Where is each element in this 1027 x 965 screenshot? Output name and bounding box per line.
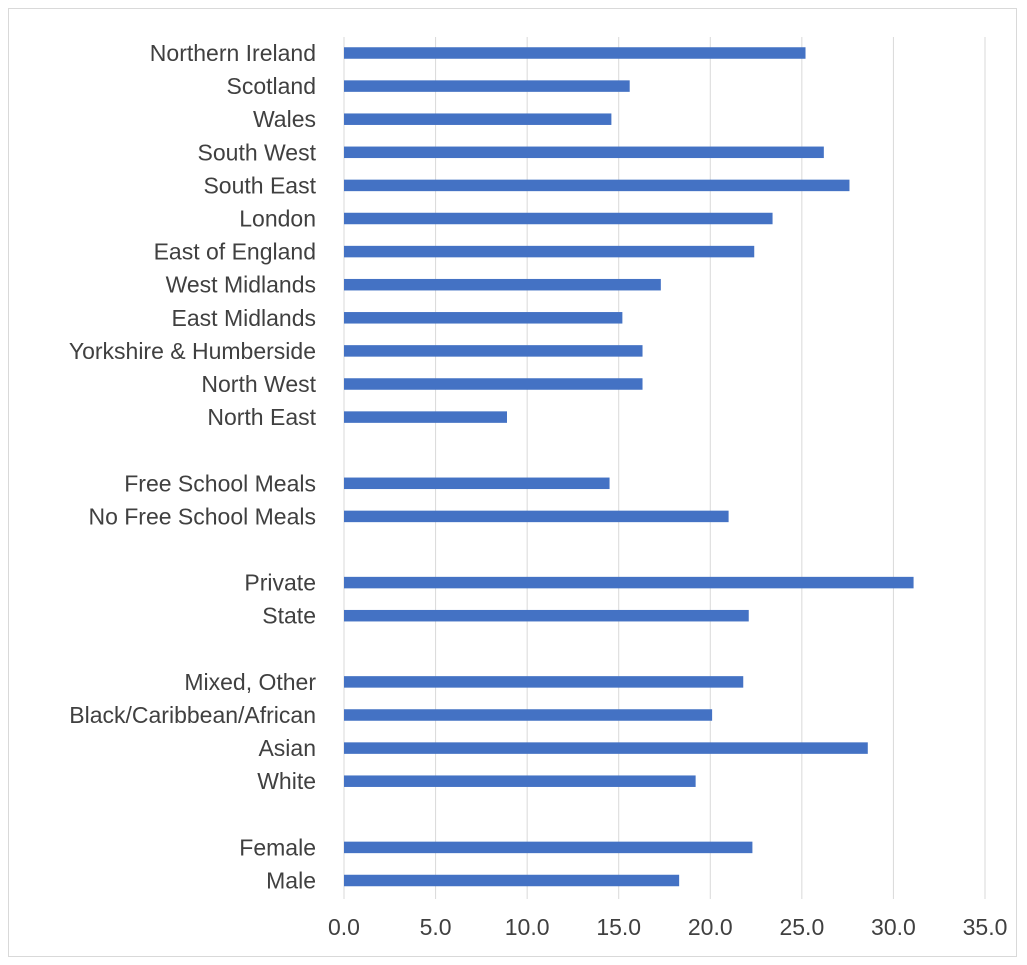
bar <box>344 47 806 59</box>
x-tick-label: 0.0 <box>328 914 360 940</box>
bar <box>344 179 850 192</box>
bar <box>344 278 661 291</box>
category-label: Yorkshire & Humberside <box>69 338 316 364</box>
x-tick-label: 5.0 <box>420 914 452 940</box>
x-tick-label: 35.0 <box>963 914 1008 940</box>
category-label: No Free School Meals <box>88 503 316 529</box>
bar <box>344 609 749 622</box>
category-label: London <box>239 206 316 232</box>
category-label: Northern Ireland <box>150 40 316 66</box>
x-tick-label: 30.0 <box>871 914 916 940</box>
bar <box>344 312 623 324</box>
bar <box>344 80 630 92</box>
bar <box>344 676 744 688</box>
bar <box>344 742 868 754</box>
category-label: Mixed, Other <box>184 669 316 695</box>
bar <box>344 345 643 357</box>
x-tick-label: 15.0 <box>596 914 641 940</box>
category-label: South East <box>203 172 316 198</box>
category-label: Black/Caribbean/African <box>69 702 316 728</box>
bar <box>344 841 753 854</box>
category-label: State <box>262 603 316 629</box>
category-label: Free School Meals <box>124 470 316 496</box>
bar <box>344 775 696 787</box>
category-label: Private <box>244 570 316 596</box>
category-label: White <box>257 768 316 794</box>
bar <box>344 576 914 589</box>
category-label: Female <box>239 834 316 860</box>
bar <box>344 709 713 721</box>
x-tick-label: 10.0 <box>505 914 550 940</box>
bar <box>344 113 612 125</box>
category-label: Male <box>266 868 316 894</box>
bar <box>344 510 729 523</box>
bar <box>344 146 824 159</box>
category-labels: Northern Ireland Scotland Wales South West S… <box>69 40 317 894</box>
bar <box>344 245 755 258</box>
category-label: East Midlands <box>172 305 316 331</box>
bar <box>344 212 773 225</box>
category-label: East of England <box>154 239 316 265</box>
gridlines <box>343 37 986 899</box>
category-label: North West <box>201 371 316 397</box>
x-tick-label: 20.0 <box>688 914 733 940</box>
category-label: South West <box>198 139 317 165</box>
category-label: Wales <box>253 106 316 132</box>
bar <box>344 411 507 423</box>
x-tick-label: 25.0 <box>779 914 824 940</box>
category-label: Scotland <box>226 73 316 99</box>
category-label: West Midlands <box>166 272 316 298</box>
category-label: North East <box>207 404 316 430</box>
bar <box>344 378 643 390</box>
bar <box>344 874 680 887</box>
category-label: Asian <box>258 735 316 761</box>
x-tick-labels: 0.0 5.0 10.0 15.0 20.0 25.0 30.0 35.0 <box>328 914 1007 940</box>
bar <box>344 477 610 490</box>
bars <box>344 47 914 887</box>
